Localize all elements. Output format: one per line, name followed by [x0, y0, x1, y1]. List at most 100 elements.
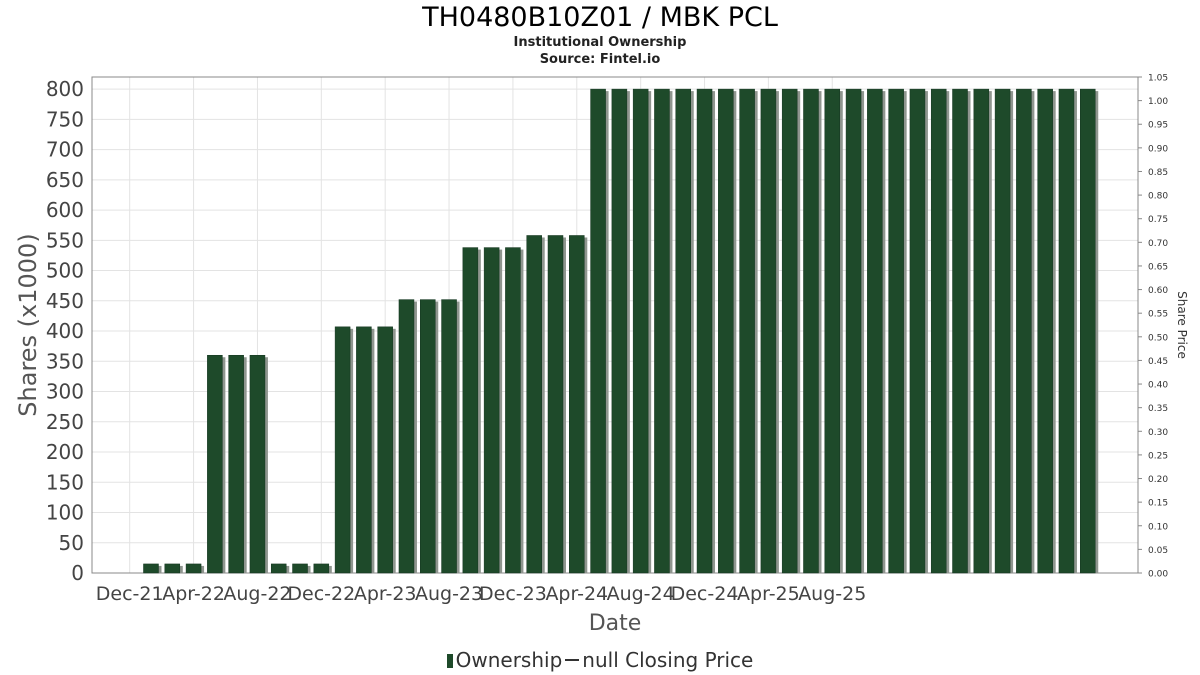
- x-tick-label: Dec-24: [671, 583, 739, 605]
- ownership-bar: [718, 88, 734, 574]
- ownership-bar: [973, 88, 990, 574]
- y2-tick-label: 0.35: [1148, 404, 1168, 414]
- y-tick-label: 700: [46, 138, 84, 162]
- y2-tick-label: 0.00: [1148, 570, 1168, 580]
- y2-axis-label: Share Price: [1175, 291, 1189, 359]
- ownership-bar: [930, 88, 947, 574]
- ownership-bar: [611, 88, 628, 574]
- ownership-bar: [739, 88, 755, 574]
- y2-tick-label: 0.55: [1148, 310, 1168, 320]
- y-tick-label: 50: [59, 531, 84, 555]
- legend-ownership-label: Ownership: [455, 648, 563, 672]
- y2-tick-label: 0.90: [1148, 144, 1168, 154]
- x-tick-label: Apr-23: [354, 583, 417, 605]
- ownership-bar: [185, 563, 202, 574]
- ownership-bar: [760, 88, 777, 574]
- ownership-bar: [845, 88, 862, 574]
- y-tick-label: 400: [46, 319, 84, 343]
- y-tick-label: 0: [71, 561, 84, 585]
- y2-tick-label: 0.85: [1148, 168, 1168, 178]
- ownership-bar: [483, 247, 500, 574]
- ownership-bar: [952, 88, 968, 574]
- ownership-bar: [569, 235, 585, 574]
- ownership-bar: [803, 88, 819, 574]
- price-legend-line: [565, 659, 580, 661]
- ownership-bar: [356, 326, 372, 574]
- x-tick-label: Aug-25: [798, 583, 866, 605]
- y2-tick-label: 0.60: [1148, 286, 1168, 296]
- y-tick-label: 750: [46, 107, 84, 131]
- y2-tick-label: 1.05: [1148, 74, 1168, 84]
- ownership-bar: [909, 88, 926, 574]
- y-tick-label: 200: [46, 440, 84, 464]
- x-tick-label: Aug-23: [415, 583, 483, 605]
- x-tick-label: Apr-24: [545, 583, 608, 605]
- y-tick-label: 450: [46, 289, 84, 313]
- y2-tick-label: 0.50: [1148, 333, 1168, 343]
- y-tick-label: 600: [46, 198, 84, 222]
- chart-legend: Ownership null Closing Price: [0, 648, 1200, 672]
- y2-tick-label: 0.05: [1148, 546, 1168, 556]
- ownership-bar: [675, 88, 691, 574]
- y2-tick-label: 0.80: [1148, 192, 1168, 202]
- y-tick-label: 650: [46, 168, 84, 192]
- y2-tick-label: 0.45: [1148, 357, 1168, 367]
- ownership-bar: [441, 299, 457, 574]
- ownership-bar: [824, 88, 841, 574]
- y-tick-label: 350: [46, 349, 84, 373]
- ownership-bar: [526, 235, 542, 574]
- y2-tick-label: 0.75: [1148, 215, 1168, 225]
- ownership-bar: [1080, 88, 1096, 574]
- ownership-bar: [994, 88, 1011, 574]
- ownership-bar: [632, 88, 649, 574]
- ownership-bar: [143, 563, 159, 574]
- axis-ticks: 0 50 100 150 200 250 300 350 400 450 500 550 600 650 7…: [46, 74, 1169, 606]
- x-tick-label: Dec-22: [287, 583, 355, 605]
- x-tick-label: Dec-21: [96, 583, 164, 605]
- ownership-bar: [398, 299, 415, 574]
- y2-tick-label: 0.10: [1148, 522, 1168, 532]
- ownership-bar: [462, 247, 479, 574]
- ownership-bar: [590, 88, 606, 574]
- ownership-bar: [334, 326, 351, 574]
- ownership-legend-swatch: [446, 654, 453, 668]
- y-tick-label: 250: [46, 410, 84, 434]
- y2-tick-label: 0.40: [1148, 381, 1168, 391]
- y2-tick-label: 0.30: [1148, 428, 1168, 438]
- ownership-bar: [249, 354, 266, 574]
- ownership-bar: [313, 563, 330, 574]
- ownership-bar: [505, 247, 521, 574]
- y2-tick-label: 0.65: [1148, 262, 1168, 272]
- ownership-bar: [377, 326, 393, 574]
- ownership-bar: [228, 354, 244, 574]
- y2-tick-label: 0.25: [1148, 451, 1168, 461]
- y-tick-label: 100: [46, 501, 84, 525]
- x-tick-label: Apr-25: [737, 583, 800, 605]
- y2-tick-label: 0.70: [1148, 239, 1168, 249]
- ownership-bar: [654, 88, 670, 574]
- y2-tick-label: 0.20: [1148, 475, 1168, 485]
- x-tick-label: Dec-23: [479, 583, 547, 605]
- chart-source: Source: Fintel.io: [539, 52, 661, 67]
- legend-price-label: null Closing Price: [582, 648, 754, 672]
- ownership-bar: [164, 563, 181, 574]
- ownership-bar: [867, 88, 883, 574]
- ownership-bar: [420, 299, 436, 574]
- y-tick-label: 500: [46, 259, 84, 283]
- bars: [143, 88, 1099, 574]
- ownership-bar: [888, 88, 904, 574]
- ownership-bar: [292, 563, 308, 574]
- ownership-bar: [270, 563, 287, 574]
- y-tick-label: 150: [46, 470, 84, 494]
- y2-tick-label: 0.95: [1148, 121, 1168, 131]
- y2-tick-label: 0.15: [1148, 499, 1168, 509]
- ownership-bar: [781, 88, 798, 574]
- x-axis-label: Date: [589, 611, 642, 636]
- x-tick-label: Aug-24: [607, 583, 675, 605]
- ownership-bar: [1016, 88, 1032, 574]
- y-axis-label: Shares (x1000): [14, 233, 42, 416]
- chart-subtitle: Institutional Ownership: [513, 35, 687, 50]
- y2-tick-label: 1.00: [1148, 97, 1168, 107]
- ownership-bar: [207, 354, 223, 574]
